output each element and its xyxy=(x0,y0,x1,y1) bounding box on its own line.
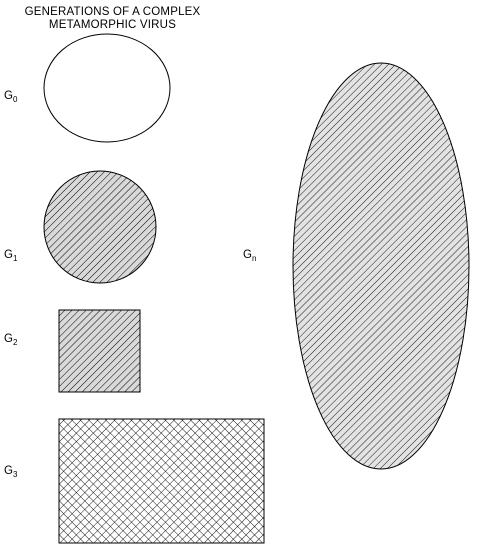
diagram-title-line-2: METAMORPHIC VIRUS xyxy=(48,19,177,31)
label-g1-sub: 1 xyxy=(12,254,18,263)
label-g0: G0 xyxy=(4,90,17,104)
label-g3-sub: 3 xyxy=(12,470,18,479)
label-gn-base: G xyxy=(243,249,252,261)
shape-g3-rectangle xyxy=(58,418,265,544)
label-g0-base: G xyxy=(4,90,13,102)
label-gn-sub: n xyxy=(251,254,257,263)
shape-gn-ellipse xyxy=(292,62,470,470)
diagram-title-line-1: GENERATIONS OF A COMPLEX xyxy=(24,6,201,18)
label-g1: G1 xyxy=(4,249,17,263)
shape-g2-square xyxy=(58,309,141,393)
label-g1-base: G xyxy=(4,249,13,261)
label-g0-sub: 0 xyxy=(12,95,18,104)
shape-g0-ellipse xyxy=(43,33,171,143)
label-g3-base: G xyxy=(4,465,13,477)
shape-g1-circle xyxy=(43,170,157,284)
label-g2-sub: 2 xyxy=(12,338,18,347)
label-g3: G3 xyxy=(4,465,17,479)
label-gn: Gn xyxy=(243,249,256,263)
label-g2-base: G xyxy=(4,333,13,345)
label-g2: G2 xyxy=(4,333,17,347)
